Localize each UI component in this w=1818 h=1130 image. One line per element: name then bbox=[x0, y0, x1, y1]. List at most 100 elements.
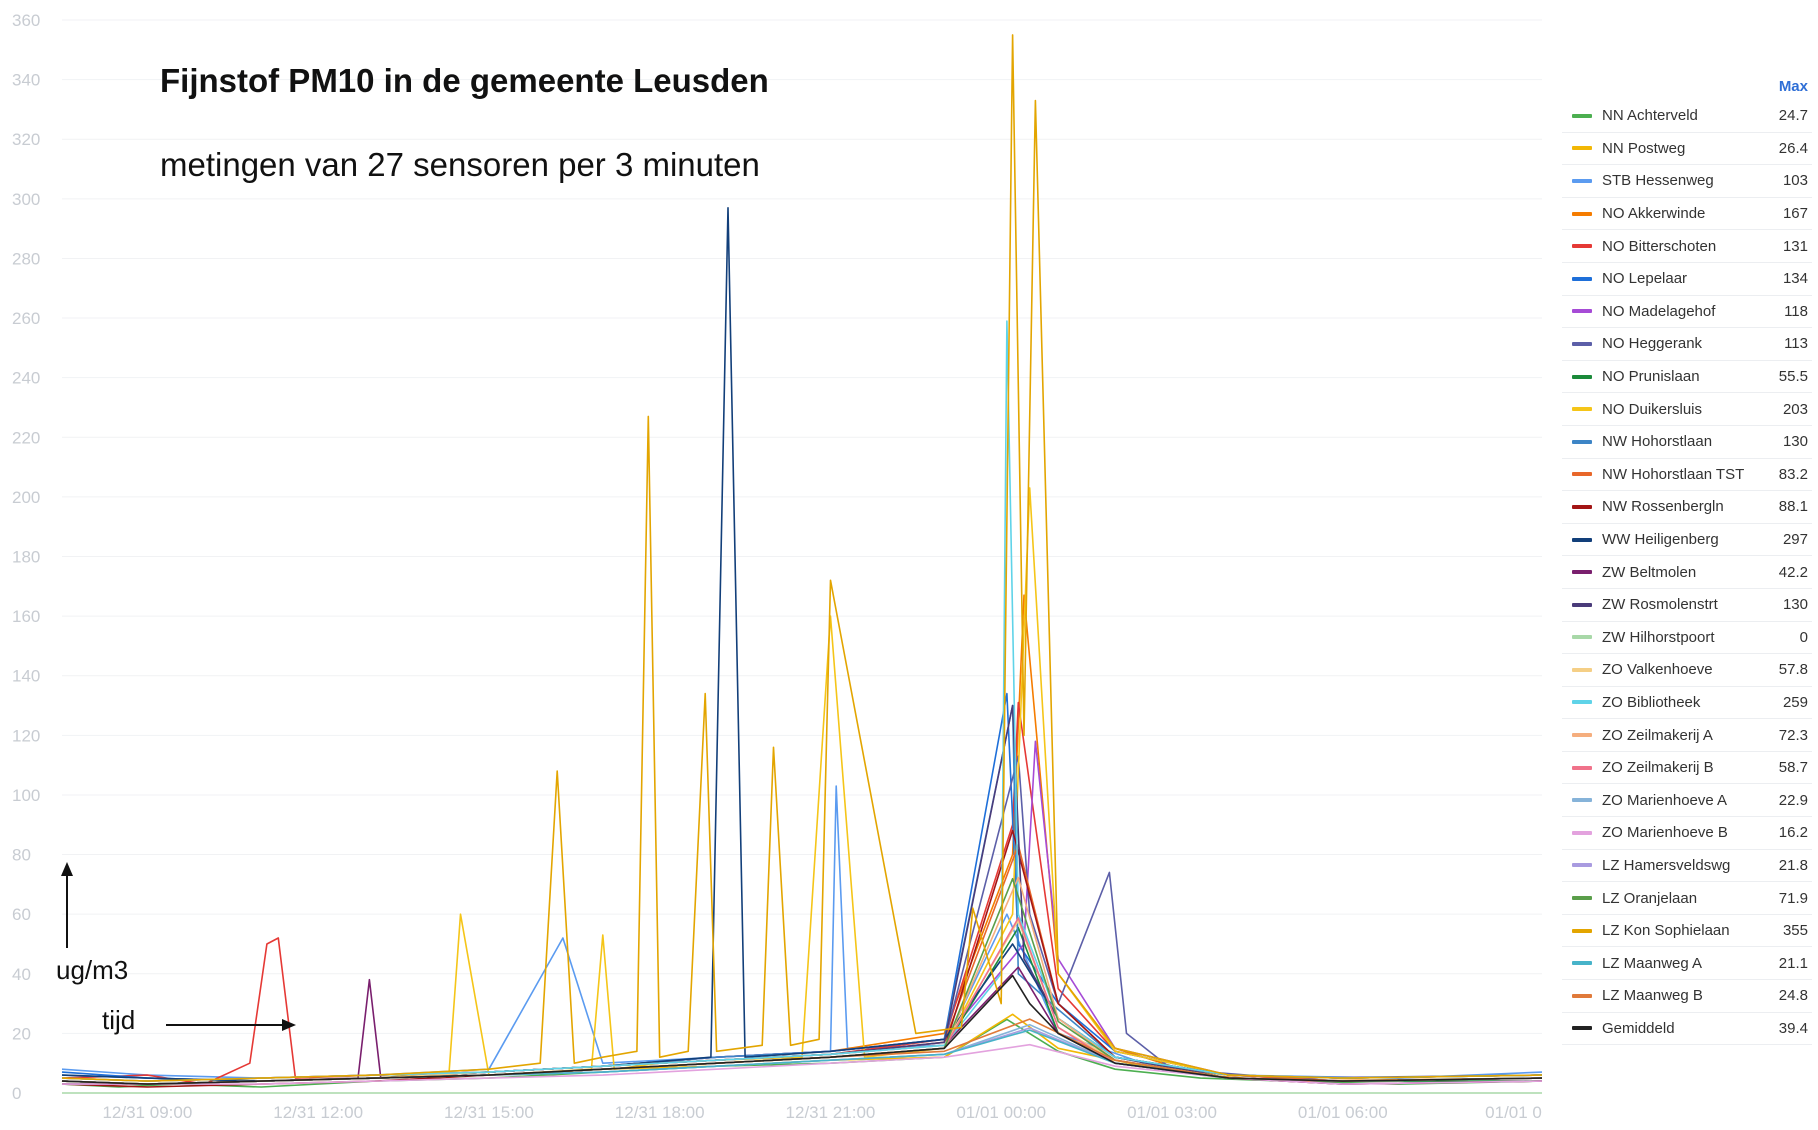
legend-item[interactable]: ZW Beltmolen 42.2 bbox=[1562, 556, 1812, 589]
legend-swatch bbox=[1572, 439, 1592, 444]
legend-item[interactable]: NO Akkerwinde 167 bbox=[1562, 198, 1812, 231]
legend-item[interactable]: ZO Zeilmakerij B 58.7 bbox=[1562, 752, 1812, 785]
y-tick-label: 240 bbox=[12, 369, 40, 388]
y-tick-label: 280 bbox=[12, 249, 40, 268]
legend-series-max: 88.1 bbox=[1778, 498, 1808, 516]
legend-swatch bbox=[1572, 602, 1592, 607]
legend-item[interactable]: NO Madelagehof 118 bbox=[1562, 296, 1812, 329]
y-tick-label: 320 bbox=[12, 130, 40, 149]
y-tick-label: 140 bbox=[12, 667, 40, 686]
legend-swatch bbox=[1572, 1026, 1592, 1031]
legend-rows: NN Achterveld 24.7 NN Postweg 26.4 STB Hesse… bbox=[1562, 100, 1812, 1046]
legend-swatch bbox=[1572, 341, 1592, 346]
legend-series-max: 130 bbox=[1782, 596, 1808, 614]
legend-item[interactable]: NW Rossenbergln 88.1 bbox=[1562, 491, 1812, 524]
legend-swatch bbox=[1572, 733, 1592, 738]
legend-series-name: ZW Hilhorstpoort bbox=[1602, 628, 1715, 646]
legend-item[interactable]: ZO Marienhoeve A 22.9 bbox=[1562, 784, 1812, 818]
y-tick-labels: 0 20 40 60 80 100 120 140 160 180 200 220 240 260 280 3… bbox=[12, 11, 40, 1103]
legend-item[interactable]: ZO Marienhoeve B 16.2 bbox=[1562, 817, 1812, 850]
legend-series-name: ZO Bibliotheek bbox=[1602, 693, 1701, 711]
legend-series-name: NW Rossenbergln bbox=[1602, 498, 1724, 516]
legend-item[interactable]: ZO Zeilmakerij A 72.3 bbox=[1562, 719, 1812, 752]
legend-item[interactable]: LZ Maanweg B 24.8 bbox=[1562, 980, 1812, 1013]
legend-series-name: ZW Rosmolenstrt bbox=[1602, 596, 1718, 614]
legend-item[interactable]: NO Bitterschoten 131 bbox=[1562, 230, 1812, 263]
legend-series-max: 297 bbox=[1782, 531, 1808, 549]
series-line-25 bbox=[61, 34, 1543, 1082]
series-line-3 bbox=[61, 594, 1543, 1085]
x-tick-labels: 12/31 09:00 12/31 12:00 12/31 15:00 12/31 1… bbox=[102, 1103, 1541, 1122]
x-tick-label: 12/31 21:00 bbox=[786, 1103, 876, 1122]
legend-series-max: 58.7 bbox=[1778, 759, 1808, 777]
legend-series-name: LZ Kon Sophielaan bbox=[1602, 922, 1730, 940]
legend-item[interactable]: LZ Kon Sophielaan 355 bbox=[1562, 915, 1812, 948]
legend-series-max: 55.5 bbox=[1778, 368, 1808, 386]
legend-series-max: 39.4 bbox=[1778, 1019, 1808, 1037]
legend-series-name: NO Lepelaar bbox=[1602, 270, 1688, 288]
legend-series-max: 355 bbox=[1782, 922, 1808, 940]
legend-item[interactable]: ZW Hilhorstpoort 0 bbox=[1562, 622, 1812, 655]
series-line-18 bbox=[61, 320, 1543, 1082]
legend-swatch bbox=[1572, 863, 1592, 868]
legend-series-max: 0 bbox=[1799, 628, 1808, 646]
legend-series-name: NO Madelagehof bbox=[1602, 302, 1716, 320]
legend-item[interactable]: STB Hessenweg 103 bbox=[1562, 165, 1812, 198]
legend-item[interactable]: NO Duikersluis 203 bbox=[1562, 393, 1812, 426]
legend-series-max: 118 bbox=[1784, 302, 1808, 320]
legend-swatch bbox=[1572, 211, 1592, 216]
legend-item[interactable]: ZO Valkenhoeve 57.8 bbox=[1562, 654, 1812, 687]
legend-swatch bbox=[1572, 244, 1592, 249]
legend-item[interactable]: Gemiddeld 39.4 bbox=[1562, 1013, 1812, 1046]
legend-series-max: 16.2 bbox=[1778, 824, 1808, 842]
legend-item[interactable]: NW Hohorstlaan 130 bbox=[1562, 426, 1812, 459]
legend-series-name: ZW Beltmolen bbox=[1602, 563, 1697, 581]
y-tick-label: 0 bbox=[12, 1084, 21, 1103]
legend-item[interactable]: NW Hohorstlaan TST 83.2 bbox=[1562, 459, 1812, 492]
x-tick-label: 01/01 0 bbox=[1485, 1103, 1542, 1122]
legend-item[interactable]: NN Postweg 26.4 bbox=[1562, 133, 1812, 166]
legend-series-max: 22.9 bbox=[1778, 791, 1808, 809]
y-tick-label: 160 bbox=[12, 607, 40, 626]
y-tick-label: 260 bbox=[12, 309, 40, 328]
legend-swatch bbox=[1572, 146, 1592, 151]
legend-item[interactable]: NO Heggerank 113 bbox=[1562, 328, 1812, 361]
legend-item[interactable]: NO Lepelaar 134 bbox=[1562, 263, 1812, 296]
y-tick-label: 20 bbox=[12, 1024, 31, 1043]
legend-item[interactable]: ZO Bibliotheek 259 bbox=[1562, 687, 1812, 720]
legend-item[interactable]: NO Prunislaan 55.5 bbox=[1562, 361, 1812, 394]
legend-series-max: 26.4 bbox=[1778, 139, 1808, 157]
legend-series-name: NO Akkerwinde bbox=[1602, 205, 1706, 223]
legend-item[interactable]: LZ Hamersveldswg 21.8 bbox=[1562, 850, 1812, 883]
legend-series-max: 57.8 bbox=[1778, 661, 1808, 679]
y-tick-label: 180 bbox=[12, 548, 40, 567]
legend-swatch bbox=[1572, 830, 1592, 835]
legend: Max NN Achterveld 24.7 NN Postweg 26.4 STB H… bbox=[1562, 72, 1812, 1046]
legend-max-header[interactable]: Max bbox=[1778, 77, 1808, 95]
right-arrowhead-icon bbox=[282, 1019, 296, 1031]
series-line-9 bbox=[61, 487, 1543, 1085]
y-tick-label: 300 bbox=[12, 190, 40, 209]
legend-series-max: 130 bbox=[1782, 433, 1808, 451]
series-lines bbox=[61, 34, 1543, 1094]
legend-swatch bbox=[1572, 896, 1592, 901]
legend-item[interactable]: NN Achterveld 24.7 bbox=[1562, 100, 1812, 133]
legend-series-name: ZO Marienhoeve B bbox=[1602, 824, 1728, 842]
y-tick-label: 80 bbox=[12, 846, 31, 865]
legend-series-name: ZO Valkenhoeve bbox=[1602, 661, 1713, 679]
legend-swatch bbox=[1572, 993, 1592, 998]
legend-series-name: WW Heiligenberg bbox=[1602, 531, 1719, 549]
legend-item[interactable]: ZW Rosmolenstrt 130 bbox=[1562, 589, 1812, 622]
legend-series-max: 131 bbox=[1782, 237, 1808, 255]
legend-item[interactable]: LZ Oranjelaan 71.9 bbox=[1562, 882, 1812, 915]
legend-item[interactable]: WW Heiligenberg 297 bbox=[1562, 524, 1812, 557]
legend-swatch bbox=[1572, 798, 1592, 803]
legend-series-max: 134 bbox=[1782, 270, 1808, 288]
legend-series-name: LZ Maanweg B bbox=[1602, 987, 1703, 1005]
legend-series-max: 72.3 bbox=[1778, 726, 1808, 744]
y-tick-label: 40 bbox=[12, 965, 31, 984]
legend-series-max: 42.2 bbox=[1778, 563, 1808, 581]
legend-item[interactable]: LZ Maanweg A 21.1 bbox=[1562, 947, 1812, 981]
x-tick-label: 12/31 09:00 bbox=[102, 1103, 192, 1122]
x-tick-label: 12/31 12:00 bbox=[273, 1103, 363, 1122]
